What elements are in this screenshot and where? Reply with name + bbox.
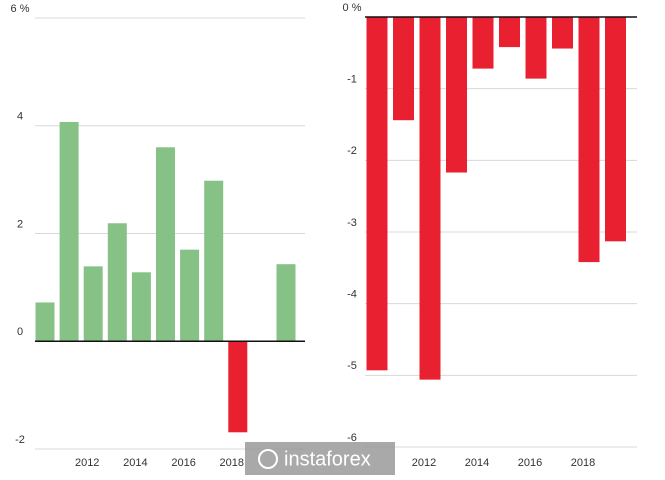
y-tick-label: 4 — [17, 111, 23, 123]
bar — [578, 17, 600, 263]
bar — [552, 17, 573, 49]
y-tick-label: 0 % — [343, 2, 362, 14]
x-tick-label: 2012 — [75, 457, 99, 469]
x-tick-label: 2012 — [412, 457, 436, 469]
y-tick-label: -6 — [347, 432, 357, 444]
bar — [156, 147, 175, 342]
bar — [393, 17, 414, 121]
bar — [419, 17, 441, 380]
y-tick-label: 6 % — [11, 3, 30, 15]
y-tick-label: -2 — [347, 145, 357, 157]
bar — [180, 249, 200, 342]
x-tick-label: 2018 — [571, 457, 595, 469]
bar — [276, 264, 296, 342]
watermark-logo — [258, 449, 278, 469]
x-tick-label: 2016 — [171, 457, 195, 469]
bar — [499, 17, 520, 48]
bar — [525, 17, 547, 79]
watermark: instaforex — [245, 442, 395, 475]
bar — [83, 266, 103, 342]
y-tick-label: 2 — [17, 218, 23, 230]
x-tick-label: 2014 — [123, 457, 147, 469]
bar — [107, 223, 127, 342]
bar — [605, 17, 626, 242]
watermark-box — [245, 442, 395, 475]
watermark-text: instaforex — [284, 448, 371, 470]
x-tick-label: 2018 — [220, 457, 244, 469]
y-tick-label: -1 — [347, 74, 357, 86]
bar — [446, 17, 467, 173]
bar — [366, 17, 388, 371]
bar — [131, 272, 151, 342]
bar — [204, 180, 224, 342]
y-tick-label: 0 — [17, 326, 23, 338]
bar — [35, 302, 55, 342]
y-tick-label: -4 — [347, 289, 357, 301]
bar — [228, 341, 248, 433]
x-tick-label: 2016 — [518, 457, 542, 469]
y-tick-label: -3 — [347, 217, 357, 229]
y-tick-label: -5 — [347, 360, 357, 372]
x-tick-label: 2014 — [465, 457, 489, 469]
bar — [59, 121, 79, 342]
y-tick-label: -2 — [15, 434, 25, 446]
bar — [472, 17, 494, 69]
